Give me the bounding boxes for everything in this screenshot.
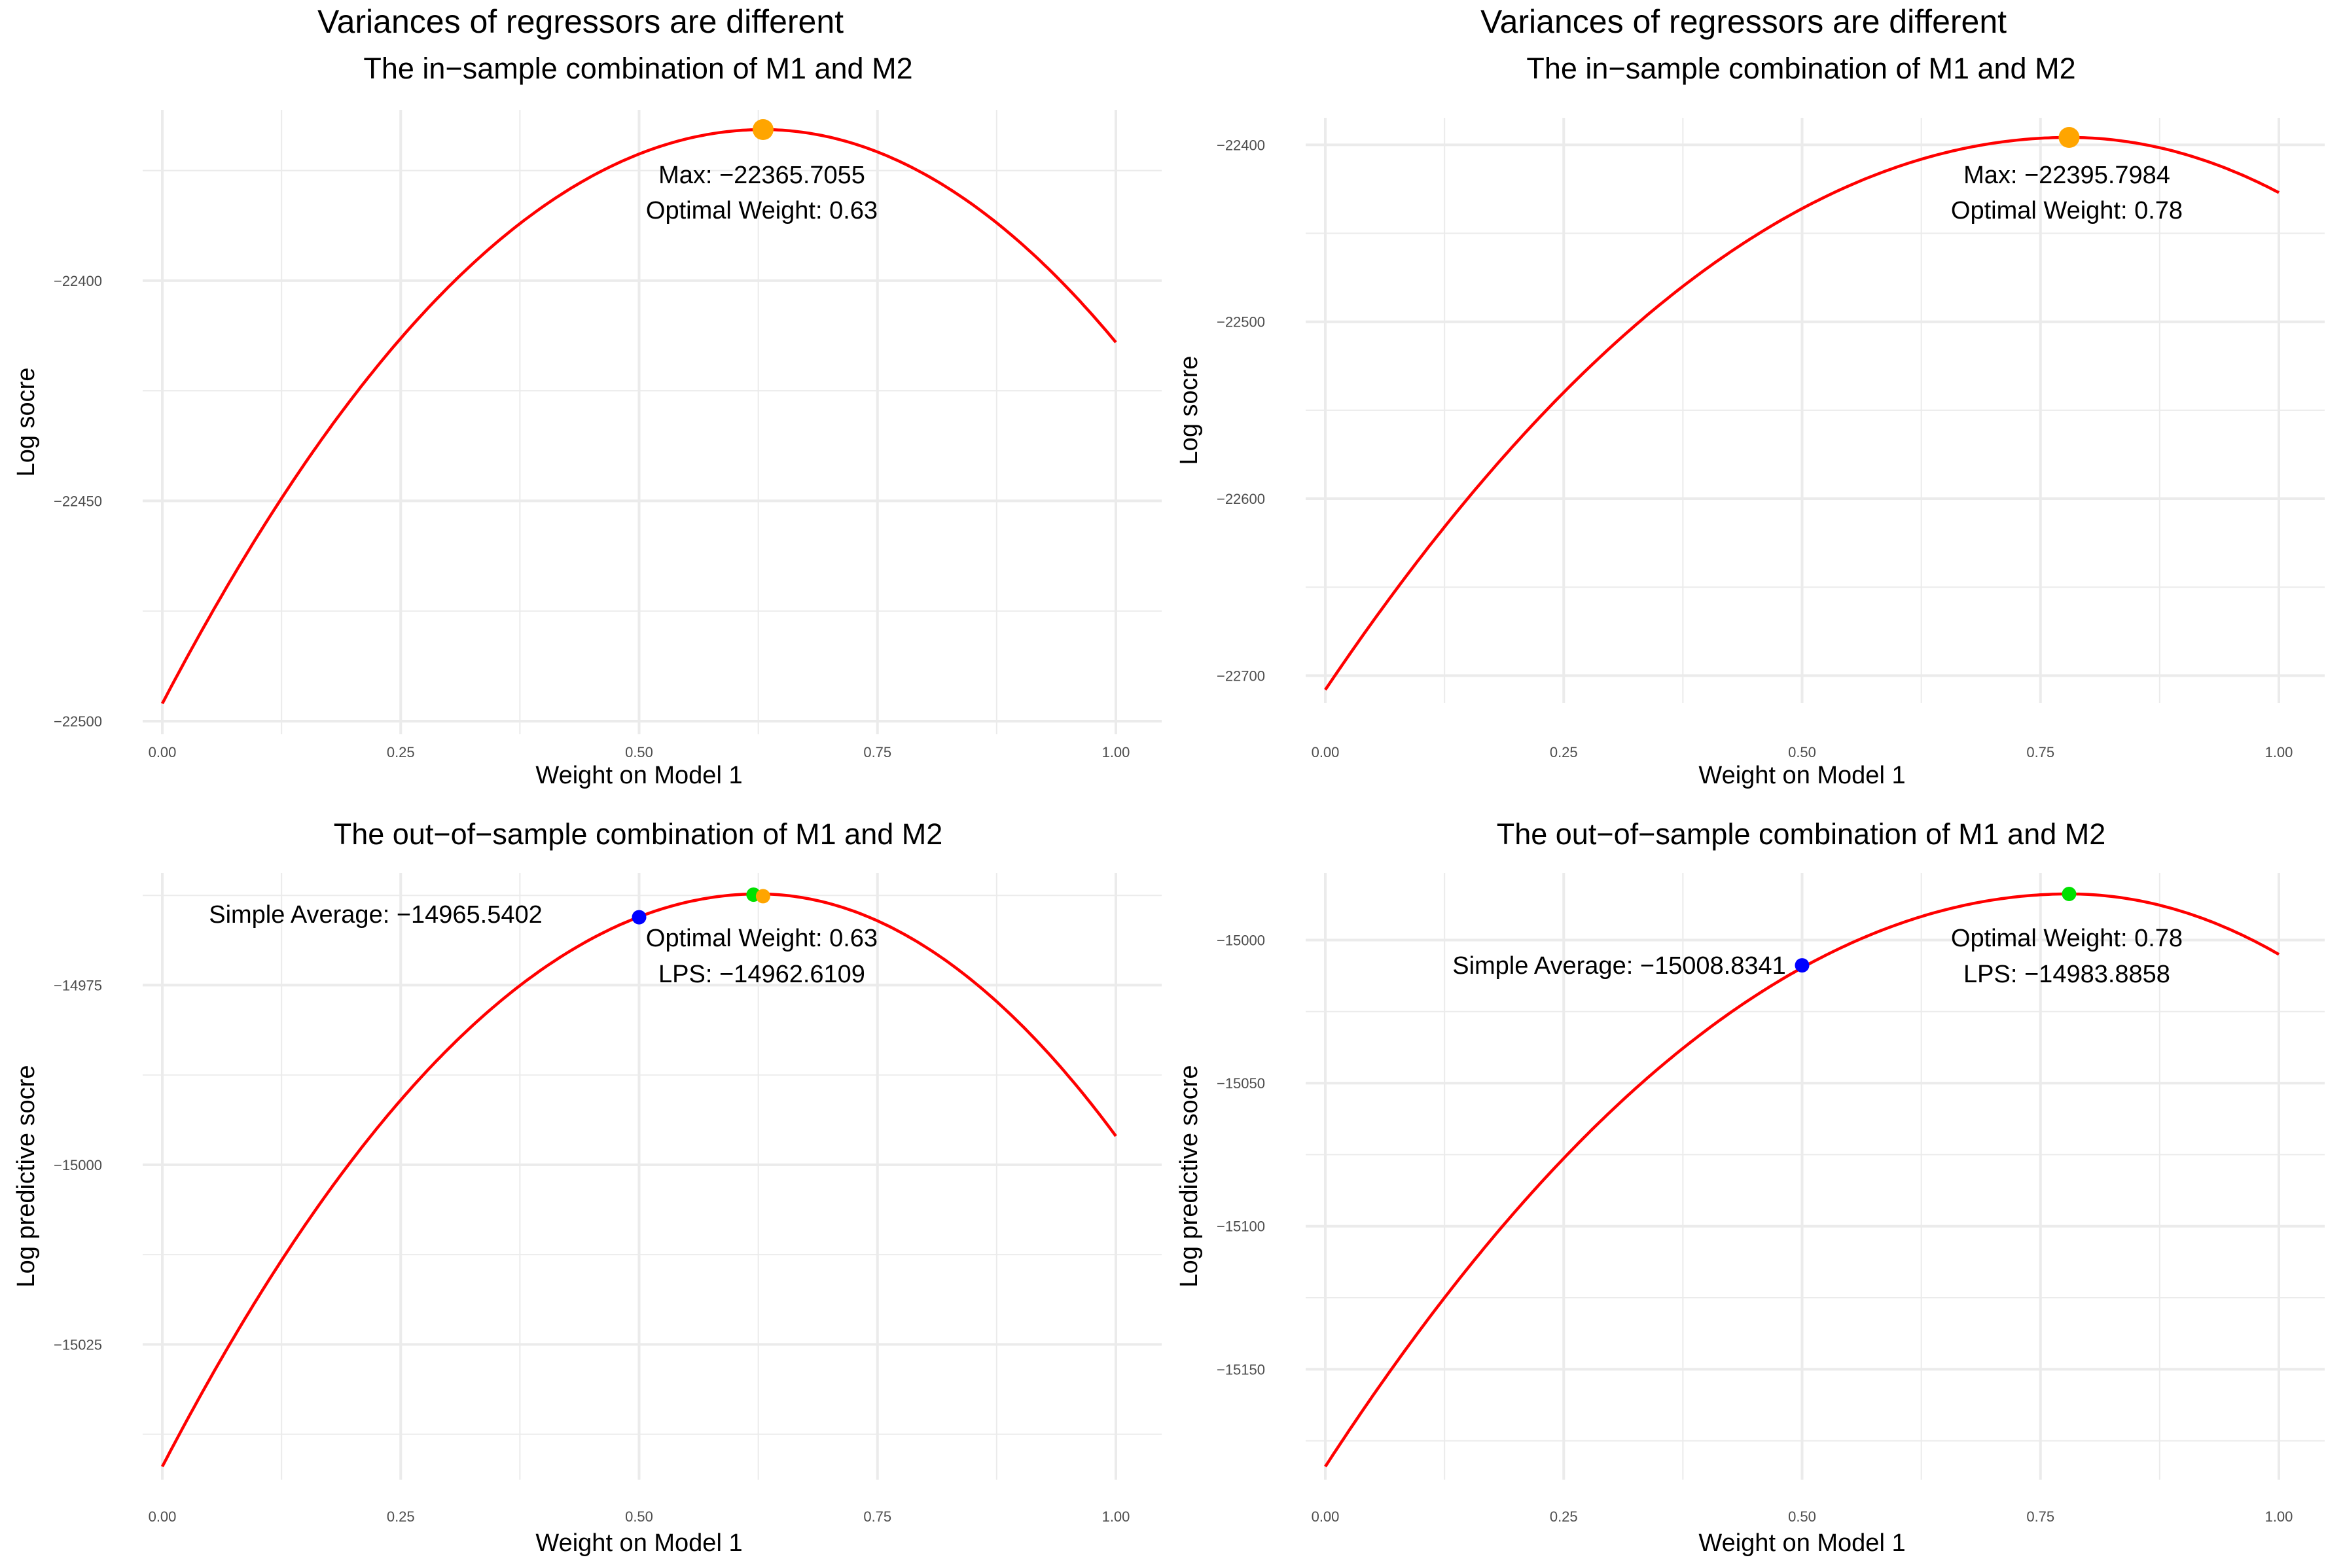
highlight-points (752, 119, 774, 140)
x-tick-label: 0.25 (1550, 744, 1578, 760)
series-lines (1324, 135, 2280, 691)
y-tick-label: −22500 (1217, 314, 1265, 330)
y-axis-title: Log predictive socre (12, 1065, 40, 1287)
figure-title-left: Variances of regressors are different (317, 3, 844, 40)
x-tick-label: 0.25 (387, 744, 415, 760)
x-tick-label: 1.00 (1102, 1508, 1130, 1525)
simple-average-annotation: Simple Average: −14965.5402 (209, 901, 543, 929)
lps-annotation: LPS: −14983.8858 (1963, 961, 2170, 988)
plot-grid (1306, 118, 2325, 703)
plot-grid (1306, 873, 2325, 1480)
y-axis-ticks: −15150 −15100 −15050 −15000 (1217, 932, 1265, 1378)
x-tick-label: 0.75 (2026, 744, 2054, 760)
x-axis-title: Weight on Model 1 (1698, 1529, 1905, 1557)
optimal-weight-annotation: Optimal Weight: 0.63 (646, 197, 878, 224)
x-tick-label: 0.75 (2026, 1508, 2054, 1525)
panel-title: The in−sample combination of M1 and M2 (363, 52, 912, 85)
highlight-point (632, 910, 647, 925)
y-tick-label: −15150 (1217, 1361, 1265, 1378)
highlight-points (632, 887, 770, 925)
highlight-point (755, 889, 770, 904)
x-tick-label: 0.25 (387, 1508, 415, 1525)
plot-grid (143, 873, 1162, 1480)
series-lines (161, 128, 1117, 705)
y-tick-label: −15000 (1217, 932, 1265, 948)
x-tick-label: 0.50 (625, 744, 653, 760)
y-axis-title: Log socre (1175, 356, 1203, 465)
x-axis-title: Weight on Model 1 (535, 1529, 742, 1557)
highlight-points (2058, 127, 2080, 148)
x-tick-label: 1.00 (1102, 744, 1130, 760)
highlight-point (2062, 887, 2077, 901)
simple-average-annotation: Simple Average: −15008.8341 (1452, 952, 1786, 980)
y-tick-label: −22400 (54, 273, 102, 289)
x-tick-label: 0.50 (1788, 1508, 1816, 1525)
optimal-weight-annotation: Optimal Weight: 0.63 (646, 925, 878, 952)
x-tick-label: 0.50 (625, 1508, 653, 1525)
optimal-weight-annotation: Optimal Weight: 0.78 (1951, 197, 2183, 224)
x-tick-label: 0.75 (863, 744, 891, 760)
y-tick-label: −15000 (54, 1157, 102, 1173)
y-tick-label: −22600 (1217, 491, 1265, 507)
y-axis-title: Log socre (12, 368, 40, 477)
lps-annotation: LPS: −14962.6109 (658, 961, 865, 988)
plot-grid (143, 110, 1162, 734)
panel-top-left: Variances of regressors are different Th… (12, 3, 1162, 789)
x-tick-label: 1.00 (2265, 1508, 2293, 1525)
x-axis-title: Weight on Model 1 (535, 762, 742, 789)
x-tick-label: 0.25 (1550, 1508, 1578, 1525)
y-tick-label: −14975 (54, 977, 102, 993)
y-tick-label: −22700 (1217, 668, 1265, 684)
panel-title: The out−of−sample combination of M1 and … (334, 817, 943, 851)
highlight-points (1795, 887, 2077, 973)
x-tick-label: 0.00 (1312, 744, 1340, 760)
y-tick-label: −15100 (1217, 1219, 1265, 1235)
y-tick-label: −15025 (54, 1336, 102, 1353)
x-axis-title: Weight on Model 1 (1698, 762, 1905, 789)
x-tick-label: 0.75 (863, 1508, 891, 1525)
panel-title: The out−of−sample combination of M1 and … (1497, 817, 2106, 851)
x-axis-ticks: 0.00 0.25 0.50 0.75 1.00 (149, 744, 1130, 760)
y-axis-title: Log predictive socre (1175, 1065, 1203, 1287)
x-tick-label: 0.00 (149, 744, 177, 760)
y-tick-label: −22400 (1217, 137, 1265, 153)
x-axis-ticks: 0.00 0.25 0.50 0.75 1.00 (149, 1508, 1130, 1525)
x-axis-ticks: 0.00 0.25 0.50 0.75 1.00 (1312, 744, 2293, 760)
panel-bottom-right: The out−of−sample combination of M1 and … (1175, 817, 2325, 1557)
highlight-point (2058, 127, 2080, 148)
y-tick-label: −15050 (1217, 1075, 1265, 1092)
y-tick-label: −22500 (54, 713, 102, 730)
y-axis-ticks: −15025 −15000 −14975 (54, 977, 102, 1353)
max-annotation: Max: −22395.7984 (1963, 162, 2170, 189)
y-axis-ticks: −22500 −22450 −22400 (54, 273, 102, 730)
max-annotation: Max: −22365.7055 (658, 162, 865, 189)
x-tick-label: 0.00 (149, 1508, 177, 1525)
x-tick-label: 0.00 (1312, 1508, 1340, 1525)
panel-bottom-left: The out−of−sample combination of M1 and … (12, 817, 1162, 1557)
panel-top-right: Variances of regressors are different Th… (1175, 3, 2325, 789)
x-tick-label: 0.50 (1788, 744, 1816, 760)
panel-title: The in−sample combination of M1 and M2 (1526, 52, 2075, 85)
highlight-point (752, 119, 774, 140)
series-line (161, 128, 1117, 705)
highlight-point (1795, 958, 1810, 973)
y-axis-ticks: −22700 −22600 −22500 −22400 (1217, 137, 1265, 684)
x-axis-ticks: 0.00 0.25 0.50 0.75 1.00 (1312, 1508, 2293, 1525)
x-tick-label: 1.00 (2265, 744, 2293, 760)
y-tick-label: −22450 (54, 493, 102, 509)
figure-title-right: Variances of regressors are different (1480, 3, 2007, 40)
optimal-weight-annotation: Optimal Weight: 0.78 (1951, 925, 2183, 952)
series-line (1324, 135, 2280, 691)
